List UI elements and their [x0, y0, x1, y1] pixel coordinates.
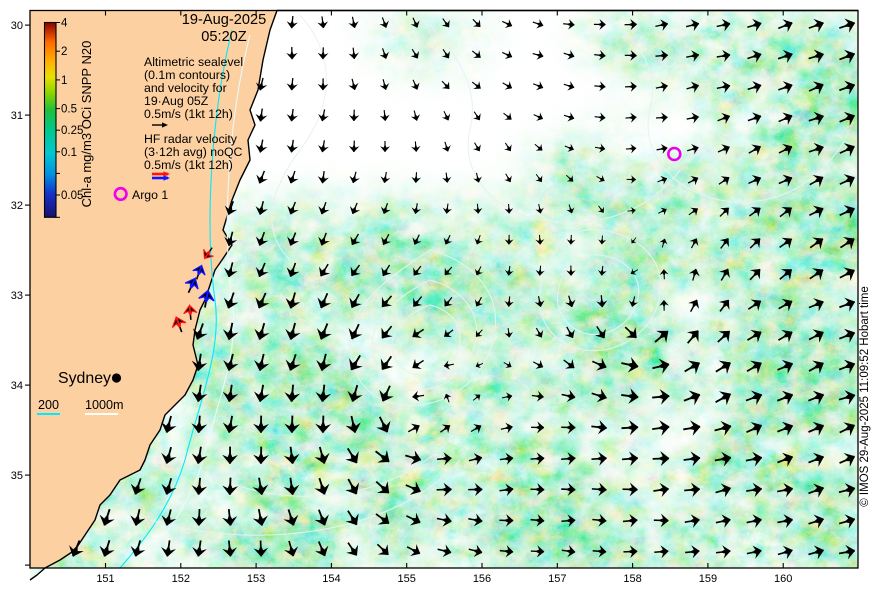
svg-text:33: 33 [11, 290, 23, 302]
svg-text:Sydney: Sydney [58, 370, 111, 387]
svg-text:Altimetric sealevel: Altimetric sealevel [144, 55, 243, 69]
svg-text:19·Aug 05Z: 19·Aug 05Z [144, 94, 209, 108]
svg-text:0.5m/s (1kt 12h): 0.5m/s (1kt 12h) [144, 107, 233, 121]
svg-text:0.1: 0.1 [61, 147, 77, 159]
svg-text:159: 159 [699, 573, 717, 585]
svg-text:156: 156 [473, 573, 491, 585]
svg-text:and velocity for: and velocity for [144, 81, 227, 95]
svg-text:200: 200 [38, 398, 59, 412]
svg-text:HF radar velocity: HF radar velocity [144, 132, 238, 146]
svg-text:152: 152 [172, 573, 190, 585]
svg-text:(3·12h avg) noQC: (3·12h avg) noQC [144, 145, 243, 159]
svg-text:31: 31 [11, 110, 23, 122]
svg-text:157: 157 [548, 573, 566, 585]
svg-text:0.5m/s (1kt 12h): 0.5m/s (1kt 12h) [144, 158, 233, 172]
svg-text:4: 4 [61, 18, 68, 30]
svg-text:30: 30 [11, 20, 23, 32]
svg-text:0.5: 0.5 [61, 104, 77, 116]
svg-text:155: 155 [398, 573, 416, 585]
svg-text:34: 34 [11, 380, 23, 392]
svg-text:151: 151 [96, 573, 114, 585]
svg-text:32: 32 [11, 200, 23, 212]
svg-text:(0.1m contours): (0.1m contours) [144, 68, 230, 82]
svg-text:© IMOS 29-Aug-2025 11:09:52 Ho: © IMOS 29-Aug-2025 11:09:52 Hobart time [859, 286, 871, 507]
svg-text:35: 35 [11, 470, 23, 482]
svg-text:1: 1 [61, 75, 67, 87]
svg-text:153: 153 [247, 573, 265, 585]
svg-text:2: 2 [61, 46, 67, 58]
svg-text:Chl-a mg/m3 OCi SNPP N20: Chl-a mg/m3 OCi SNPP N20 [79, 41, 94, 208]
svg-text:19-Aug-2025: 19-Aug-2025 [182, 12, 266, 28]
svg-text:Argo 1: Argo 1 [132, 188, 168, 202]
svg-text:154: 154 [322, 573, 340, 585]
svg-text:05:20Z: 05:20Z [201, 29, 247, 45]
svg-text:160: 160 [774, 573, 792, 585]
svg-text:158: 158 [623, 573, 641, 585]
svg-text:1000m: 1000m [85, 398, 124, 412]
